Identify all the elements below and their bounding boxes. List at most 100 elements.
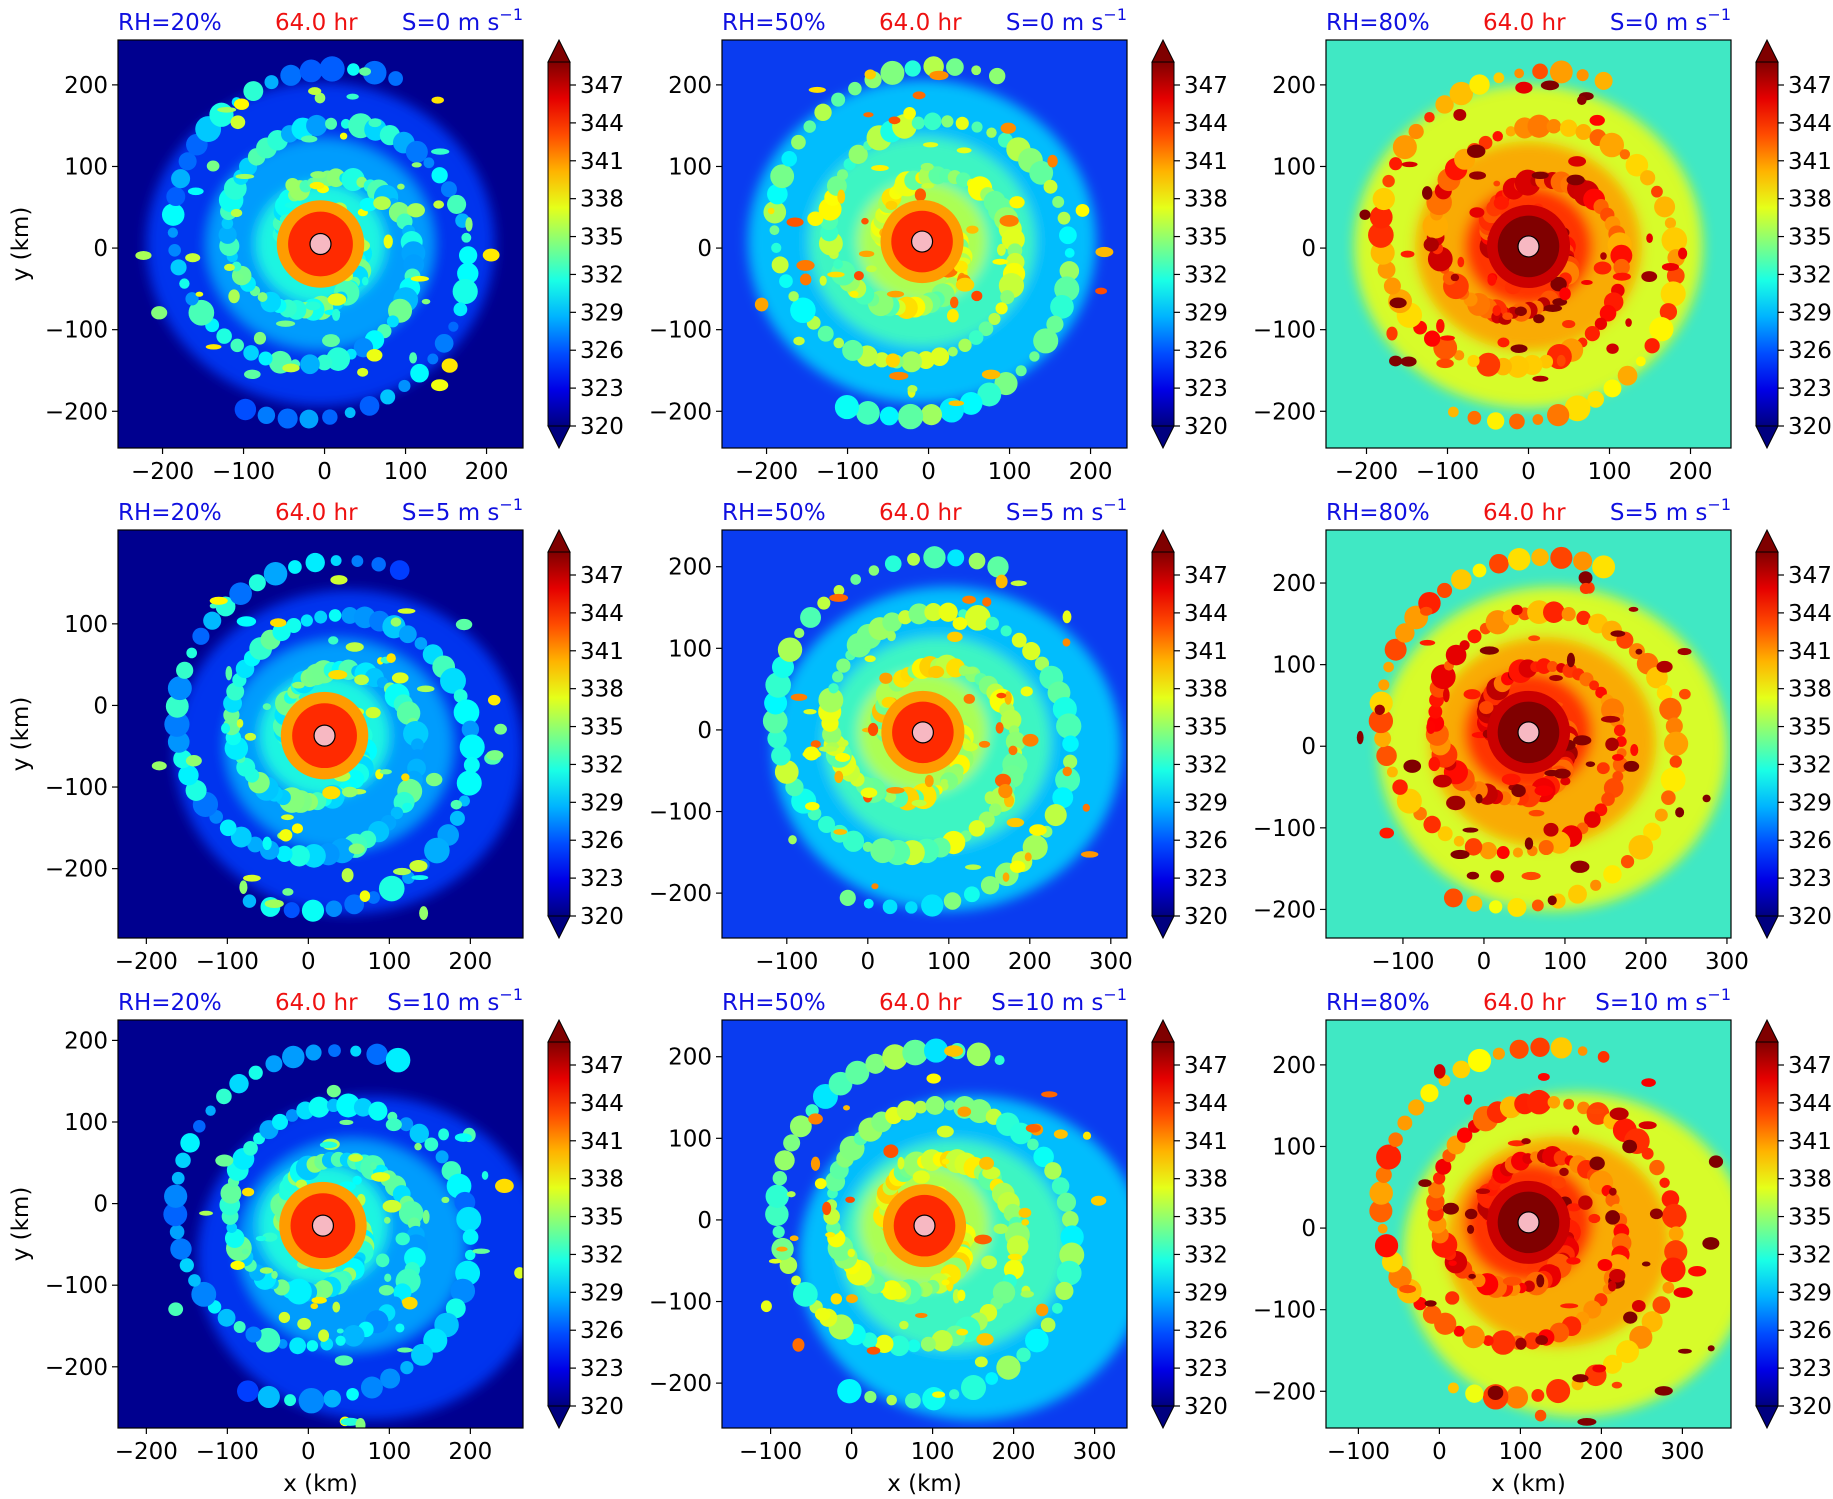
x-tick-label: −100: [1416, 459, 1479, 485]
x-tick-label: −100: [196, 949, 259, 975]
colorbar-extend-min: [1755, 425, 1779, 450]
time-label: 64.0 hr: [1483, 10, 1566, 36]
colorbar-tick-label: 326: [1184, 828, 1228, 854]
colorbar-tick-label: 344: [1788, 1091, 1832, 1117]
y-tick-label: −200: [649, 881, 712, 907]
colorbar-tick-label: 323: [1788, 376, 1832, 402]
colorbar-extend-max: [547, 38, 571, 63]
colorbar-tick-label: 335: [1184, 1205, 1228, 1231]
colorbar-body: [547, 1041, 571, 1407]
y-tick-label: 0: [697, 718, 712, 744]
x-axis-label: x (km): [283, 1471, 358, 1497]
x-tick-label: −100: [755, 949, 818, 975]
x-tick-label: 200: [992, 1439, 1036, 1465]
x-axis-label: x (km): [887, 1471, 962, 1497]
storm-center-marker: [911, 721, 934, 744]
x-tick-label: 0: [844, 1439, 859, 1465]
panel-rh50-s5: −100 0 100 200 300 200 100 0 −100 −200 RH=50% 64.0 …: [649, 495, 1228, 975]
colorbar-tick-label: 323: [1184, 1356, 1228, 1382]
colorbar: 347 344 341 338 335 332 329 326 323 320: [1151, 528, 1228, 940]
panel-rh20-s5: −200 −100 0 100 200 100 0 −100 −200 RH=20% 64.0 hr…: [8, 495, 624, 975]
colorbar-tick-label: 329: [580, 790, 624, 816]
x-tick-label: 200: [448, 949, 492, 975]
y-tick-label: 100: [64, 612, 108, 638]
colorbar-tick-label: 341: [1184, 149, 1228, 175]
colorbar: 347 344 341 338 335 332 329 326 323 320: [547, 1018, 624, 1430]
rh-label: RH=20%: [118, 10, 222, 36]
x-tick-label: −200: [115, 949, 178, 975]
x-tick-label: 300: [1089, 949, 1133, 975]
theta-e-field: [1326, 40, 1731, 448]
shear-label: S=5 m s−1: [402, 495, 523, 526]
storm-center-marker: [1517, 235, 1540, 258]
colorbar-tick-label: 347: [1184, 73, 1228, 99]
storm-center-marker: [309, 232, 332, 256]
colorbar-extend-max: [1151, 38, 1175, 63]
colorbar-tick-label: 329: [1788, 300, 1832, 326]
colorbar-tick-label: 326: [1788, 828, 1832, 854]
colorbar: 347 344 341 338 335 332 329 326 323 320: [547, 528, 624, 940]
colorbar-extend-max: [1755, 1018, 1779, 1043]
colorbar-extend-max: [547, 528, 571, 553]
y-tick-label: −100: [1253, 318, 1316, 344]
colorbar-tick-label: 347: [1788, 1053, 1832, 1079]
colorbar-tick-label: 329: [1184, 1280, 1228, 1306]
y-tick-label: −100: [1253, 1298, 1316, 1324]
time-label: 64.0 hr: [879, 10, 962, 36]
y-tick-label: 0: [93, 1192, 108, 1218]
colorbar-tick-label: 332: [1788, 752, 1832, 778]
colorbar: 347 344 341 338 335 332 329 326 323 320: [1151, 38, 1228, 450]
colorbar-extend-max: [1755, 38, 1779, 63]
colorbar-tick-label: 338: [1184, 677, 1228, 703]
colorbar-tick-label: 344: [1184, 601, 1228, 627]
colorbar: 347 344 341 338 335 332 329 326 323 320: [1151, 1018, 1228, 1430]
colorbar-tick-label: 332: [580, 752, 624, 778]
axes-frame: [1325, 529, 1732, 939]
colorbar-tick-label: 335: [1184, 225, 1228, 251]
axes-frame: [1325, 1019, 1732, 1429]
y-tick-label: −200: [649, 1371, 712, 1397]
colorbar-tick-label: 344: [1184, 1091, 1228, 1117]
x-tick-label: 0: [301, 949, 316, 975]
x-tick-label: 100: [1588, 459, 1632, 485]
x-tick-label: 300: [1705, 949, 1749, 975]
colorbar-tick-label: 335: [580, 1205, 624, 1231]
colorbar-extend-min: [1755, 1405, 1779, 1430]
y-axis-label: y (km): [8, 1187, 34, 1262]
shear-label: S=10 m s−1: [387, 985, 523, 1016]
colorbar-tick-label: 332: [1184, 262, 1228, 288]
panel-rh20-s10: −200 −100 0 100 200 200 100 0 −100 −200 RH=20% 64.0…: [8, 985, 624, 1497]
x-axis-label: x (km): [1491, 1471, 1566, 1497]
colorbar-tick-label: 320: [580, 414, 624, 440]
y-tick-label: 200: [1272, 1053, 1316, 1079]
colorbar-tick-label: 341: [580, 149, 624, 175]
colorbar-tick-label: 335: [1788, 225, 1832, 251]
rh-label: RH=20%: [118, 990, 222, 1016]
colorbar-tick-label: 338: [1184, 187, 1228, 213]
colorbar-tick-label: 320: [1788, 904, 1832, 930]
rh-label: RH=50%: [722, 500, 826, 526]
colorbar: 347 344 341 338 335 332 329 326 323 320: [1755, 1018, 1832, 1430]
colorbar-tick-label: 341: [1788, 1129, 1832, 1155]
storm-center-marker: [1517, 721, 1540, 744]
theta-e-field: [722, 1020, 1127, 1428]
y-tick-label: 100: [668, 154, 712, 180]
colorbar-tick-label: 320: [1184, 414, 1228, 440]
y-tick-label: −100: [1253, 816, 1316, 842]
colorbar-extend-min: [1151, 425, 1175, 450]
colorbar-extend-min: [547, 1405, 571, 1430]
colorbar-extend-min: [1151, 915, 1175, 940]
shear-label: S=5 m s−1: [1006, 495, 1127, 526]
colorbar-tick-label: 323: [1184, 866, 1228, 892]
shear-label: S=10 m s−1: [991, 985, 1127, 1016]
axes-frame: [721, 1019, 1128, 1429]
shear-label: S=5 m s−1: [1610, 495, 1731, 526]
storm-center-marker: [910, 230, 934, 253]
colorbar-tick-label: 326: [1788, 1318, 1832, 1344]
colorbar-tick-label: 332: [1788, 262, 1832, 288]
colorbar-tick-label: 338: [1788, 187, 1832, 213]
panel-rh80-s5: −100 0 100 200 300 200 100 0 −100 −200 RH=80% 64.0 …: [1253, 495, 1832, 975]
y-tick-label: 200: [1272, 73, 1316, 99]
colorbar-tick-label: 347: [1184, 563, 1228, 589]
colorbar-tick-label: 341: [1184, 1129, 1228, 1155]
